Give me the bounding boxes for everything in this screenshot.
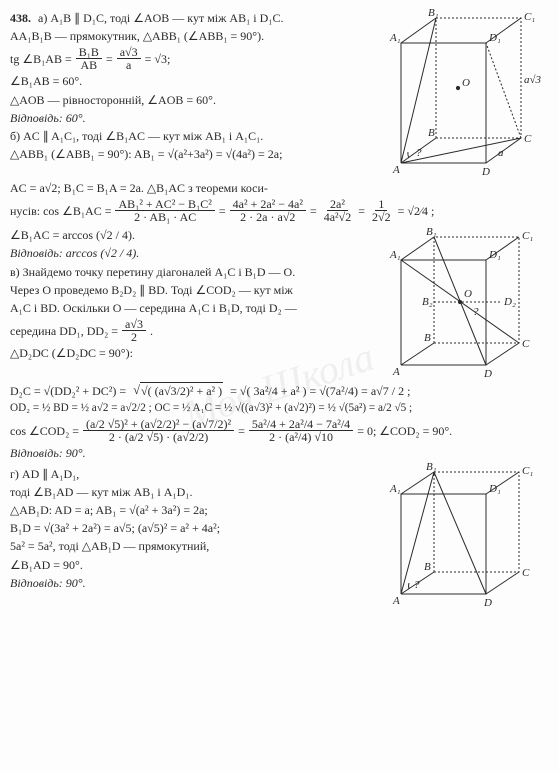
c-d2c-eq: D₂C = √(DD₂² + DC²) = √( (a√3/2)² + a² )…	[10, 382, 548, 399]
section-d-row: г) AD ∥ A₁D₁, тоді ∠B₁AD — кут між AB₁ і…	[10, 464, 548, 609]
d-answer: Відповідь: 90°.	[10, 575, 370, 591]
line-a-intro: 438. а) A₁B ∥ D₁C, тоді ∠AOB — кут між A…	[10, 10, 370, 26]
c-answer: Відповідь: 90°.	[10, 445, 548, 461]
svg-text:A₁: A₁	[389, 483, 401, 495]
svg-text:C₁: C₁	[522, 230, 533, 242]
svg-text:A₁: A₁	[389, 249, 401, 261]
svg-text:D₁: D₁	[488, 32, 501, 44]
section-bc-text: ∠B₁AC = arccos (√2 / 4). Відповідь: arcc…	[10, 225, 370, 380]
problem-number: 438.	[10, 10, 31, 26]
c-mid: середина DD₁, DD₂ = a√3 2 .	[10, 318, 370, 343]
frac-bb-ab: B₁B AB	[76, 46, 102, 71]
a-angle60: ∠B₁AB = 60°.	[10, 73, 370, 89]
a-tg-eq: tg ∠B₁AB = B₁B AB = a√3 a = √3;	[10, 46, 370, 71]
svg-text:A: A	[392, 366, 400, 378]
d-l2: тоді ∠B₁AD — кут між AB₁ і A₁D₁.	[10, 484, 370, 500]
c-l1: в) Знайдемо точку перетину діагоналей A₁…	[10, 264, 370, 280]
cos-frac3: 2a² 4a²√2	[321, 198, 355, 223]
coscod-big-frac: (a/2 √5)² + (a√2/2)² − (a√7/2)² 2 · (a/2…	[83, 418, 234, 443]
svg-text:B: B	[428, 127, 435, 139]
parallelepiped-figure-2: A D C B A₁ B₁ C₁ D₁ O B₂ D₂ ?	[376, 225, 546, 380]
cos-frac2: 4a² + 2a² − 4a² 2 · 2a · a√2	[230, 198, 306, 223]
svg-text:A: A	[392, 164, 400, 176]
cos-frac1: AB₁² + AC² − B₁C² 2 · AB₁ · AC	[115, 198, 214, 223]
section-a-text: 438. а) A₁B ∥ D₁C, тоді ∠AOB — кут між A…	[10, 8, 370, 178]
d-l1: г) AD ∥ A₁D₁,	[10, 466, 370, 482]
coscod-num-frac: 5a²/4 + 2a²/4 − 7a²/4 2 · (a²/4) √10	[249, 418, 353, 443]
svg-text:B₂: B₂	[422, 296, 433, 308]
b-arccos: ∠B₁AC = arccos (√2 / 4).	[10, 227, 370, 243]
svg-text:B₁: B₁	[426, 226, 437, 238]
d-l4: B₁D = √(3a² + 2a²) = a√5; (a√5)² = a² + …	[10, 520, 370, 536]
svg-text:O: O	[464, 288, 472, 300]
svg-text:D: D	[483, 597, 492, 609]
c-d2c-root: √( (a√3/2)² + a² )	[133, 382, 223, 399]
svg-text:D₁: D₁	[488, 249, 501, 261]
dd2-frac: a√3 2	[122, 318, 146, 343]
svg-text:A: A	[392, 595, 400, 607]
svg-text:a√3: a√3	[524, 74, 542, 86]
svg-text:B₁: B₁	[426, 461, 437, 473]
svg-text:D: D	[483, 368, 492, 380]
a-answer: Відповідь: 60°.	[10, 110, 370, 126]
c-coscod: cos ∠COD₂ = (a/2 √5)² + (a√2/2)² − (a√7/…	[10, 418, 548, 443]
b-ac: AC = a√2; B₁C = B₁A = 2a. △B₁AC з теорем…	[10, 180, 548, 196]
tg-label: tg ∠B₁AB =	[10, 51, 72, 67]
svg-text:C: C	[524, 133, 532, 145]
b-intro: б) AC ∥ A₁C₁, тоді ∠B₁AC — кут між AB₁ і…	[10, 128, 370, 144]
svg-text:?: ?	[414, 579, 420, 591]
d-l6: ∠B₁AD = 90°.	[10, 557, 370, 573]
a-intro: а) A₁B ∥ D₁C, тоді ∠AOB — кут між AB₁ і …	[38, 10, 283, 26]
d-l5: 5a² = 5a², тоді △AB₁D — прямокутний,	[10, 538, 370, 554]
figure-3-wrap: A D C B A₁ B₁ C₁ D₁ ?	[376, 464, 546, 609]
svg-text:C₁: C₁	[522, 465, 533, 477]
svg-text:D: D	[481, 166, 490, 178]
svg-text:?: ?	[473, 306, 479, 318]
c-l2: Через O проведемо B₂D₂ ∥ BD. Тоді ∠COD₂ …	[10, 282, 370, 298]
b-cos-chain: нусів: cos ∠B₁AC = AB₁² + AC² − B₁C² 2 ·…	[10, 198, 548, 223]
svg-text:C: C	[522, 338, 530, 350]
section-a-row: 438. а) A₁B ∥ D₁C, тоді ∠AOB — кут між A…	[10, 8, 548, 178]
section-d-text: г) AD ∥ A₁D₁, тоді ∠B₁AD — кут між AB₁ і…	[10, 464, 370, 609]
svg-text:B: B	[424, 561, 431, 573]
frac-as3-a: a√3 a	[117, 46, 141, 71]
cos-word: нусів: cos ∠B₁AC =	[10, 203, 111, 219]
b-abb: △ABB₁ (∠ABB₁ = 90°): AB₁ = √(a²+3a²) = √…	[10, 146, 370, 162]
parallelepiped-figure-1: A D C B A₁ B₁ C₁ D₁ O a a√3 ?	[376, 8, 546, 178]
cos-frac4: 1 2√2	[369, 198, 394, 223]
b-answer: Відповідь: arccos (√2 / 4).	[10, 245, 370, 261]
svg-text:C: C	[522, 567, 530, 579]
c-l3: A₁C і BD. Оскільки O — середина A₁C і B₁…	[10, 300, 370, 316]
svg-text:D₂: D₂	[503, 296, 516, 308]
parallelepiped-figure-3: A D C B A₁ B₁ C₁ D₁ ?	[376, 464, 546, 609]
a-aob: △AOB — рівносторонній, ∠AOB = 60°.	[10, 92, 370, 108]
svg-text:B: B	[424, 332, 431, 344]
svg-text:O: O	[462, 77, 470, 89]
section-bc-row: ∠B₁AC = arccos (√2 / 4). Відповідь: arcc…	[10, 225, 548, 380]
svg-text:A₁: A₁	[389, 32, 401, 44]
svg-text:C₁: C₁	[524, 11, 535, 23]
a-l2: AA₁B₁B — прямокутник, △ABB₁ (∠ABB₁ = 90°…	[10, 28, 370, 44]
svg-text:a: a	[498, 147, 504, 159]
eq2-tail: = √3;	[145, 51, 171, 67]
d-l3: △AB₁D: AD = a; AB₁ = √(a² + 3a²) = 2a;	[10, 502, 370, 518]
eq-sign-1: =	[106, 51, 113, 67]
svg-text:?: ?	[416, 147, 422, 159]
svg-text:D₁: D₁	[488, 483, 501, 495]
c-od2-eq: OD₂ = ½ BD = ½ a√2 = a√2/2 ; OC = ½ A₁C …	[10, 401, 548, 416]
c-d2dc: △D₂DC (∠D₂DC = 90°):	[10, 345, 370, 361]
figure-2-wrap: A D C B A₁ B₁ C₁ D₁ O B₂ D₂ ?	[376, 225, 546, 380]
figure-1-wrap: A D C B A₁ B₁ C₁ D₁ O a a√3 ?	[376, 8, 546, 178]
svg-text:B₁: B₁	[428, 7, 439, 19]
